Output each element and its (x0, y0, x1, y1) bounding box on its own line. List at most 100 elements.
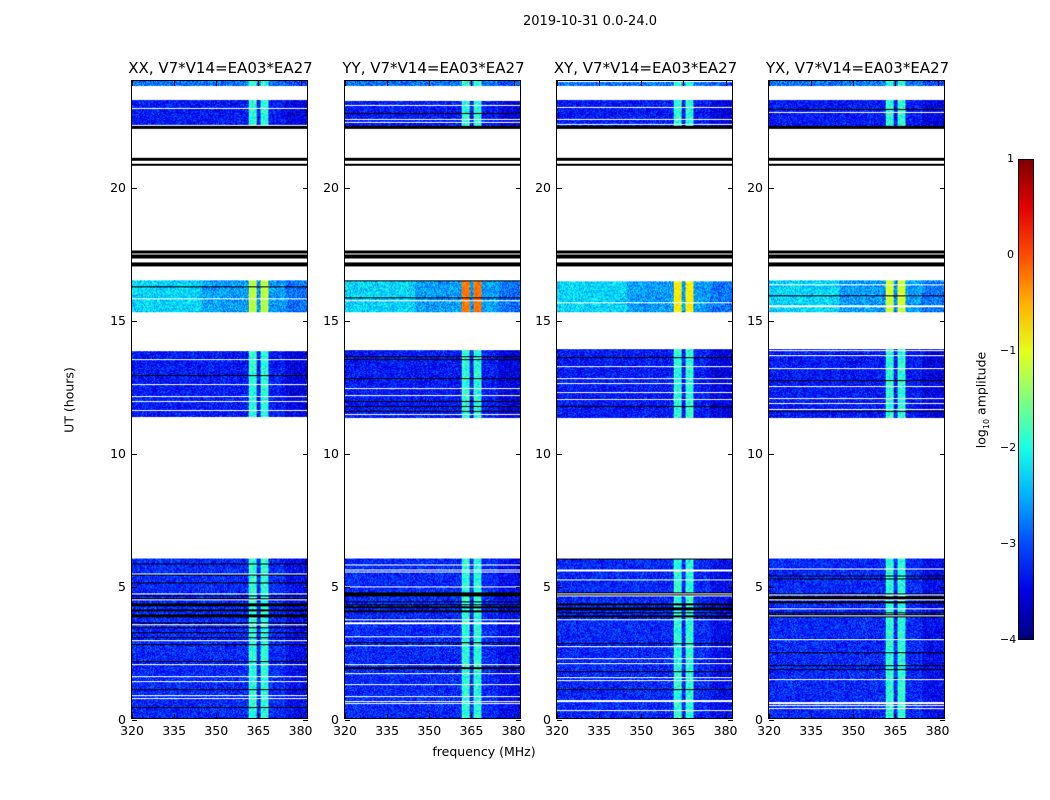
x-tick-label: 380 (501, 723, 526, 738)
x-tick-mark (769, 714, 770, 719)
colorbar-tick-label: −1 (1000, 344, 1017, 358)
y-tick-mark (769, 720, 774, 721)
x-tick-mark (937, 714, 939, 719)
y-tick-mark (303, 320, 308, 322)
y-tick-mark (132, 320, 137, 322)
y-tick-mark (132, 586, 137, 588)
y-tick-mark (303, 586, 308, 588)
y-tick-label: 20 (323, 179, 339, 195)
data-band (132, 350, 307, 419)
data-band (557, 281, 732, 313)
x-tick-mark (683, 81, 685, 86)
y-tick-label: 20 (535, 179, 551, 195)
y-tick-label: 10 (110, 445, 126, 461)
x-tick-label: 365 (459, 723, 484, 738)
y-tick-label: 5 (118, 578, 126, 594)
y-tick-label: 15 (747, 312, 763, 328)
x-tick-mark (895, 81, 897, 86)
y-tick-mark (557, 586, 562, 588)
x-tick-label: 350 (204, 723, 229, 738)
y-tick-mark (728, 453, 733, 455)
y-tick-label: 5 (331, 578, 339, 594)
heatmap-image (769, 81, 944, 718)
x-tick-mark (599, 714, 601, 719)
y-tick-label: 0 (331, 712, 339, 727)
data-band (345, 81, 520, 86)
data-band (557, 100, 732, 126)
x-tick-mark (345, 81, 346, 86)
panel-title: YX, V7*V14=EA03*EA27 (765, 59, 950, 77)
y-tick-label: 10 (323, 445, 339, 461)
x-tick-label: 335 (162, 723, 187, 738)
x-tick-mark (557, 714, 558, 719)
y-tick-mark (557, 453, 562, 455)
y-tick-mark (303, 720, 308, 721)
y-tick-label: 5 (755, 578, 763, 594)
y-tick-mark (345, 453, 350, 455)
x-tick-label: 365 (883, 723, 908, 738)
x-tick-mark (853, 714, 855, 719)
x-tick-label: 350 (417, 723, 442, 738)
y-tick-mark (940, 187, 945, 189)
data-band (132, 81, 307, 86)
y-tick-mark (728, 720, 733, 721)
y-tick-mark (303, 453, 308, 455)
x-tick-mark (471, 714, 473, 719)
x-tick-label: 365 (246, 723, 271, 738)
x-tick-mark (258, 81, 260, 86)
y-tick-mark (516, 586, 521, 588)
data-band (132, 100, 307, 126)
x-tick-mark (937, 81, 939, 86)
x-tick-mark (599, 81, 601, 86)
x-tick-mark (895, 714, 897, 719)
x-tick-mark (387, 81, 389, 86)
data-band (769, 281, 944, 313)
y-tick-mark (132, 187, 137, 189)
x-tick-mark (811, 81, 813, 86)
y-tick-mark (940, 453, 945, 455)
x-tick-mark (513, 714, 515, 719)
y-tick-label: 15 (323, 312, 339, 328)
y-tick-label: 10 (535, 445, 551, 461)
heatmap-panel: XX, V7*V14=EA03*EA27 0 5 10 15 20 320 335 350 365… (110, 59, 313, 738)
x-tick-mark (471, 81, 473, 86)
y-tick-label: 5 (543, 578, 551, 594)
x-tick-label: 320 (333, 723, 357, 738)
data-band (557, 81, 732, 86)
y-tick-label: 15 (535, 312, 551, 328)
data-band (557, 350, 732, 419)
heatmap-panel: YX, V7*V14=EA03*EA27 0 5 10 15 20 320 335 350 365… (747, 59, 949, 738)
y-tick-label: 0 (543, 712, 551, 727)
y-tick-mark (345, 586, 350, 588)
x-tick-label: 350 (841, 723, 866, 738)
y-tick-mark (132, 720, 137, 721)
y-tick-mark (940, 720, 945, 721)
data-band (345, 281, 520, 313)
heatmap-panel: XY, V7*V14=EA03*EA27 0 5 10 15 20 320 335 350 365… (535, 59, 737, 738)
heatmap-image (557, 81, 732, 718)
data-band (769, 81, 944, 86)
x-tick-label: 335 (375, 723, 400, 738)
y-tick-mark (345, 187, 350, 189)
x-tick-mark (216, 714, 218, 719)
heatmap-image (345, 81, 520, 718)
y-tick-mark (516, 453, 521, 455)
x-tick-mark (769, 81, 770, 86)
x-tick-mark (132, 714, 133, 719)
x-tick-mark (725, 81, 727, 86)
colorbar-tick-label: −3 (1000, 536, 1017, 550)
x-axis-label: frequency (MHz) (432, 744, 536, 759)
x-tick-mark (641, 81, 643, 86)
x-tick-label: 335 (587, 723, 612, 738)
y-tick-mark (769, 320, 774, 322)
x-tick-label: 320 (545, 723, 569, 738)
colorbar-tick-label: 1 (1007, 152, 1014, 165)
x-tick-label: 380 (713, 723, 738, 738)
x-tick-mark (387, 714, 389, 719)
y-tick-mark (769, 187, 774, 189)
y-tick-mark (940, 320, 945, 322)
x-tick-label: 350 (629, 723, 654, 738)
y-tick-mark (769, 453, 774, 455)
x-tick-mark (174, 81, 176, 86)
